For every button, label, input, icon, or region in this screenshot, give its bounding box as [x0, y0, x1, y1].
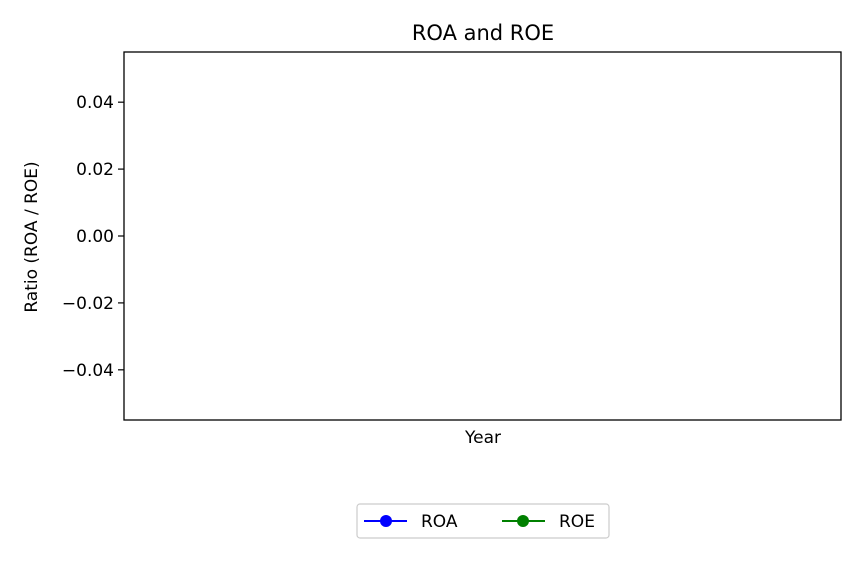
legend-entry-roe: ROE — [502, 512, 595, 532]
y-tick-label: −0.02 — [62, 294, 114, 314]
legend-roa-marker — [380, 515, 392, 527]
legend-frame — [356, 503, 610, 539]
y-tick-label: 0.02 — [76, 160, 114, 180]
chart-title: ROA and ROE — [412, 21, 554, 45]
y-tick-label: 0.00 — [76, 227, 114, 247]
x-axis-label: Year — [464, 428, 501, 448]
legend-entry-roa: ROA — [364, 512, 458, 532]
y-axis-ticks: 0.04 0.02 0.00 −0.02 −0.04 — [62, 93, 124, 381]
y-tick-label: 0.04 — [76, 93, 114, 113]
legend-roa-label: ROA — [421, 512, 458, 532]
legend-roe-marker — [517, 515, 529, 527]
plot-area: 0.04 0.02 0.00 −0.02 −0.04 — [62, 51, 842, 421]
y-axis-label: Ratio (ROA / ROE) — [22, 161, 42, 312]
legend-roe-label: ROE — [559, 512, 595, 532]
legend: ROA ROE — [356, 503, 610, 539]
y-tick-label: −0.04 — [62, 361, 114, 381]
